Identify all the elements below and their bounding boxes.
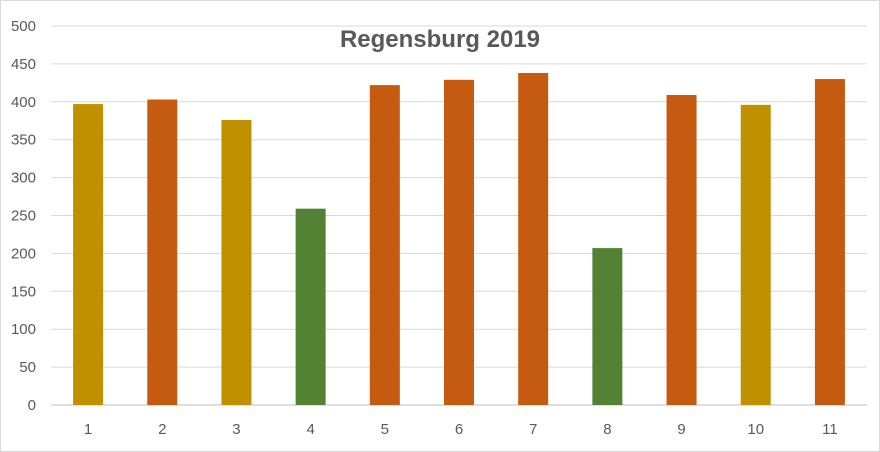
bar-11 [814,79,845,405]
x-tick-label: 3 [232,421,240,438]
bar-10 [740,104,771,405]
bars [73,72,845,406]
x-axis-ticks: 1 2 3 4 5 6 7 8 9 10 11 [84,421,838,438]
x-tick-label: 2 [158,421,166,438]
bar-3 [221,119,252,405]
y-tick-label: 400 [11,94,36,111]
bar-4 [295,208,326,405]
y-tick-label: 100 [11,321,36,338]
bar-7 [518,72,549,405]
x-tick-label: 7 [529,421,537,438]
bar-9 [666,94,697,405]
y-tick-label: 150 [11,283,36,300]
y-tick-label: 500 [11,18,36,35]
x-tick-label: 1 [84,421,92,438]
bar-6 [444,79,474,406]
y-tick-label: 0 [28,397,36,414]
y-tick-label: 50 [19,359,36,376]
bar-1 [73,104,104,405]
y-tick-label: 300 [11,170,36,187]
chart-title: Regensburg 2019 [340,26,540,53]
x-tick-label: 10 [747,421,764,438]
x-tick-label: 4 [306,421,314,438]
bar-2 [147,99,178,405]
x-tick-label: 5 [381,421,389,438]
y-tick-label: 350 [11,132,36,149]
y-axis-ticks: 0 50 100 150 200 250 300 350 400 450 500 [11,18,36,414]
x-tick-label: 8 [603,421,611,438]
bar-8 [592,248,623,405]
y-tick-label: 200 [11,245,36,262]
x-tick-label: 11 [822,421,838,438]
y-tick-label: 250 [11,208,36,225]
x-tick-label: 9 [677,421,685,438]
x-tick-label: 6 [455,421,463,438]
y-tick-label: 450 [11,56,36,73]
bar-5 [369,85,400,406]
